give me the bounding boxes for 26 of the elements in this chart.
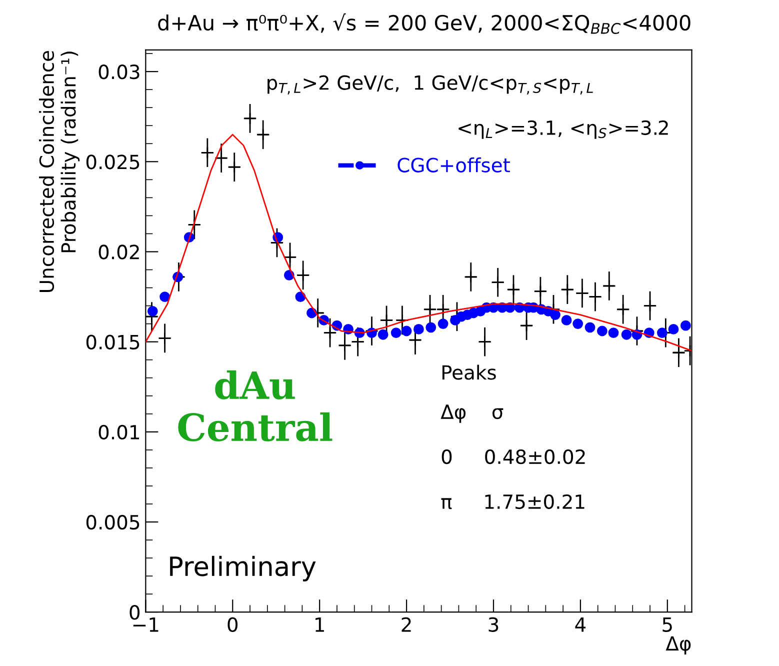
x-tick-label: 3: [488, 617, 498, 632]
chart-title: d+Au → π⁰π⁰+X, √s = 200 GeV, 2000<ΣQ$_{BBC}$<4000: [158, 13, 690, 34]
y-tick-label: 0.025: [86, 154, 140, 170]
y-tick-label: 0: [130, 605, 140, 620]
annotation: p$_{T,L}$>2 GeV/c, 1 GeV/c<p$_{T,S}$<p$_{T,L}$: [268, 75, 593, 94]
x-tick-label: 0: [228, 617, 238, 632]
x-tick-label: 4: [575, 618, 586, 632]
y-tick-label: 0.01: [98, 424, 140, 440]
annotation: π 1.75±0.21: [441, 494, 584, 510]
annotation: dAu Central: [178, 370, 332, 442]
x-axis-title: Δφ: [666, 636, 691, 655]
x-tick-label: 2: [402, 617, 411, 632]
annotation: Δφ σ: [440, 404, 504, 423]
x-tick-label: −1: [133, 618, 158, 632]
y-tick-label: 0.015: [86, 334, 140, 350]
annotation: Preliminary: [170, 556, 316, 582]
annotation: <η$_{L}$>=3.1, <η$_{S}$>=3.2: [458, 120, 668, 139]
x-tick-label: 5: [662, 618, 672, 632]
legend-label: CGC+offset: [398, 157, 510, 172]
y-tick-label: 0.02: [98, 244, 139, 260]
y-tick-label: 0.005: [86, 514, 140, 530]
y-axis-title: Uncorrected Coincidence Probability (radian⁻¹): [39, 50, 80, 292]
y-tick-label: 0.03: [98, 64, 140, 80]
x-tick-label: 1: [316, 618, 324, 632]
annotation: Peaks: [442, 364, 496, 380]
annotation: 0 0.48±0.02: [442, 449, 585, 464]
